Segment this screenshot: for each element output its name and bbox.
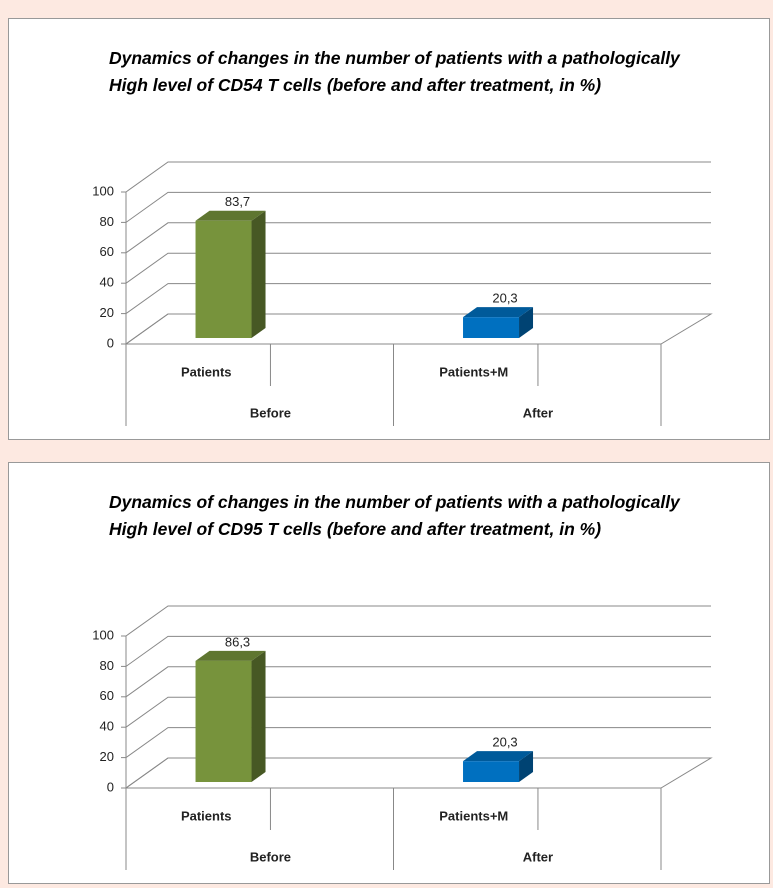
bar-top [195, 650, 266, 661]
grid-line [125, 727, 711, 759]
bar [195, 220, 252, 338]
bar-side [251, 210, 266, 338]
grid-line [125, 635, 711, 667]
chart-title: Dynamics of changes in the number of pat… [109, 48, 680, 95]
group-label: Before [250, 849, 291, 864]
bar-top [463, 307, 534, 318]
y-tick-label: 40 [100, 719, 114, 734]
x-tick-label: Patients+M [439, 808, 508, 823]
y-tick-label: 20 [100, 305, 114, 320]
y-tick-label: 100 [92, 627, 114, 642]
y-tick-label: 80 [100, 214, 114, 229]
chart-panel: Dynamics of changes in the number of pat… [8, 462, 770, 884]
chart-title: Dynamics of changes in the number of pat… [109, 492, 680, 539]
y-tick-label: 60 [100, 688, 114, 703]
group-label: Before [250, 405, 291, 420]
x-tick-label: Patients [181, 364, 232, 379]
grid-line [125, 605, 711, 637]
y-tick-label: 60 [100, 244, 114, 259]
chart: 0 20 40 60 80 100 83,7 Patients Before 20,3 Patien… [92, 161, 713, 426]
grid-line [125, 696, 711, 728]
bar-top [195, 210, 266, 221]
y-tick-label: 20 [100, 749, 114, 764]
grid-line [125, 161, 711, 193]
y-tick-label: 80 [100, 658, 114, 673]
bar [463, 317, 520, 338]
value-label: 86,3 [225, 634, 250, 649]
grid-line [125, 283, 711, 315]
x-tick-label: Patients+M [439, 364, 508, 379]
grid-line [125, 222, 711, 254]
y-tick-label: 100 [92, 183, 114, 198]
bar-side [519, 307, 534, 338]
chart: 0 20 40 60 80 100 86,3 Patients Before 20,3 Patien… [92, 605, 713, 870]
value-label: 20,3 [492, 291, 517, 306]
group-label: After [523, 405, 553, 420]
x-tick-label: Patients [181, 808, 232, 823]
y-tick-label: 40 [100, 275, 114, 290]
grid-line [125, 191, 711, 223]
value-label: 20,3 [492, 735, 517, 750]
y-tick-label: 0 [107, 335, 114, 350]
chart-panel: Dynamics of changes in the number of pat… [8, 18, 770, 440]
group-label: After [523, 849, 553, 864]
bar-side [519, 751, 534, 782]
grid-line [125, 666, 711, 698]
bar [195, 660, 252, 782]
bar-side [251, 650, 266, 782]
bar [463, 761, 520, 782]
bar-top [463, 751, 534, 762]
y-tick-label: 0 [107, 779, 114, 794]
value-label: 83,7 [225, 194, 250, 209]
grid-line [125, 252, 711, 284]
